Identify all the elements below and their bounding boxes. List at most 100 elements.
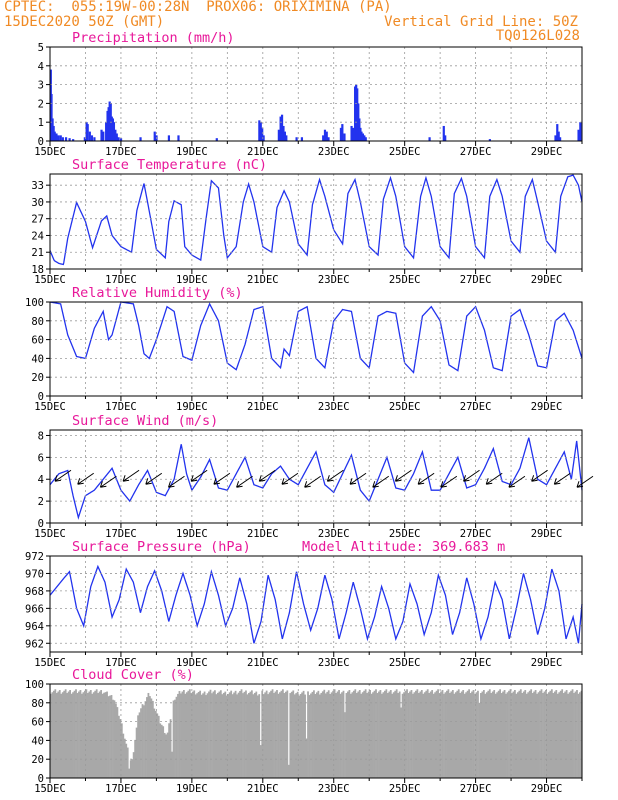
cloud-xtick-label: 17DEC <box>105 783 137 795</box>
cloud-bar <box>317 690 320 778</box>
cloud-bar <box>73 690 76 778</box>
cloud-bar <box>556 693 559 778</box>
cloud-bar <box>141 704 144 778</box>
cloud-bar <box>505 693 507 778</box>
cloud-bar <box>392 692 395 778</box>
wind-arrow <box>508 475 526 488</box>
cloud-bar <box>381 693 383 778</box>
cloud-bar <box>329 693 332 778</box>
cloud-bar <box>376 693 379 778</box>
cloud-bar <box>280 690 283 778</box>
cloud-bar <box>422 693 425 778</box>
cloud-bar <box>326 691 329 778</box>
cloud-bar <box>144 701 147 778</box>
precip-bar <box>153 131 156 141</box>
cloud-bar <box>389 690 392 778</box>
cloud-bar <box>460 691 463 778</box>
cloud-bar <box>72 692 74 778</box>
cloud-bar <box>345 693 348 778</box>
pressure-xtick-label: 23DEC <box>318 657 350 669</box>
cloud-bar <box>75 689 77 778</box>
cloud-bar <box>555 690 558 778</box>
cloud-bar <box>314 694 317 778</box>
cloud-bar <box>333 689 336 778</box>
cloud-bar <box>524 690 527 778</box>
cloud-bar <box>287 764 290 778</box>
cloud-bar <box>126 747 129 778</box>
cloud-bar <box>153 708 156 778</box>
wind-arrow <box>440 475 458 488</box>
precip-bar <box>50 94 53 141</box>
wind-ytick-label: 8 <box>38 430 44 442</box>
wind-xtick-label: 23DEC <box>318 528 350 540</box>
cloud-bar <box>443 693 445 778</box>
cloud-bar <box>499 689 502 778</box>
cloud-bar <box>299 694 302 778</box>
wind-arrow <box>576 475 594 488</box>
pressure-annotation: Model Altitude: 369.683 m <box>302 539 505 555</box>
cloud-bar <box>394 690 397 778</box>
cloud-bar <box>107 696 110 778</box>
precip-bar <box>325 131 328 141</box>
cloud-bar <box>474 693 476 778</box>
precip-ytick-label: 3 <box>38 80 44 92</box>
pressure-panel: 962 964 966 968 970 972 15DEC 17DEC 19DEC 21DEC 23… <box>25 539 583 669</box>
cloud-bar <box>239 690 241 778</box>
wind-arrow <box>485 472 503 485</box>
cloud-bar <box>249 691 252 778</box>
cloud-bar <box>386 693 389 778</box>
cloud-bar <box>545 690 547 778</box>
cloud-xtick-label: 27DEC <box>460 783 492 795</box>
precip-frame <box>49 46 583 142</box>
cloud-bar <box>364 689 367 778</box>
cloud-bar <box>298 695 301 778</box>
precip-bar <box>105 122 108 141</box>
cloud-bar <box>490 693 493 778</box>
cloud-bar <box>63 690 66 778</box>
cloud-bar <box>494 693 497 778</box>
cloud-bar <box>166 732 169 778</box>
precip-bar <box>102 131 105 141</box>
precip-bar <box>277 129 280 141</box>
cloud-bar <box>372 692 374 778</box>
cloud-bar <box>181 691 184 778</box>
cloud-bar <box>131 759 134 778</box>
precip-bar <box>442 125 445 141</box>
precip-xtick-label: 25DEC <box>389 146 421 158</box>
cloud-bar <box>92 692 95 778</box>
cloud-bar <box>169 719 172 778</box>
wind-xtick-label: 29DEC <box>531 528 563 540</box>
wind-arrow <box>168 475 185 488</box>
cloud-bar <box>530 689 533 778</box>
cloud-bar <box>277 693 280 778</box>
cloud-bar <box>113 700 116 778</box>
cloud-bar <box>515 693 518 778</box>
cloud-bar <box>522 691 525 778</box>
cloud-bar <box>64 689 67 778</box>
cloud-bar <box>562 693 565 778</box>
pressure-ytick-label: 970 <box>25 568 44 580</box>
cloud-bar <box>109 695 111 778</box>
precip-bar <box>282 125 285 141</box>
cloud-bar <box>112 699 114 778</box>
cloud-bar <box>311 691 314 778</box>
cloud-bar <box>147 692 150 778</box>
cloud-bar <box>106 691 108 778</box>
cloud-bar <box>103 692 105 778</box>
cloud-frame <box>49 683 583 779</box>
cloud-bar <box>521 693 524 778</box>
cloud-bar <box>119 719 122 778</box>
cloud-bar <box>165 734 168 778</box>
cloud-bar <box>550 689 553 778</box>
cloud-bar <box>432 693 435 778</box>
cloud-bar <box>227 694 230 778</box>
cloud-bar <box>344 712 346 778</box>
cloud-bar <box>259 745 262 778</box>
cloud-bar <box>518 690 521 778</box>
cloud-bar <box>290 691 293 778</box>
temp-ytick-label: 30 <box>31 197 44 209</box>
cloud-bar <box>358 690 361 778</box>
cloud-bar <box>183 690 185 778</box>
precip-bar <box>327 137 330 141</box>
